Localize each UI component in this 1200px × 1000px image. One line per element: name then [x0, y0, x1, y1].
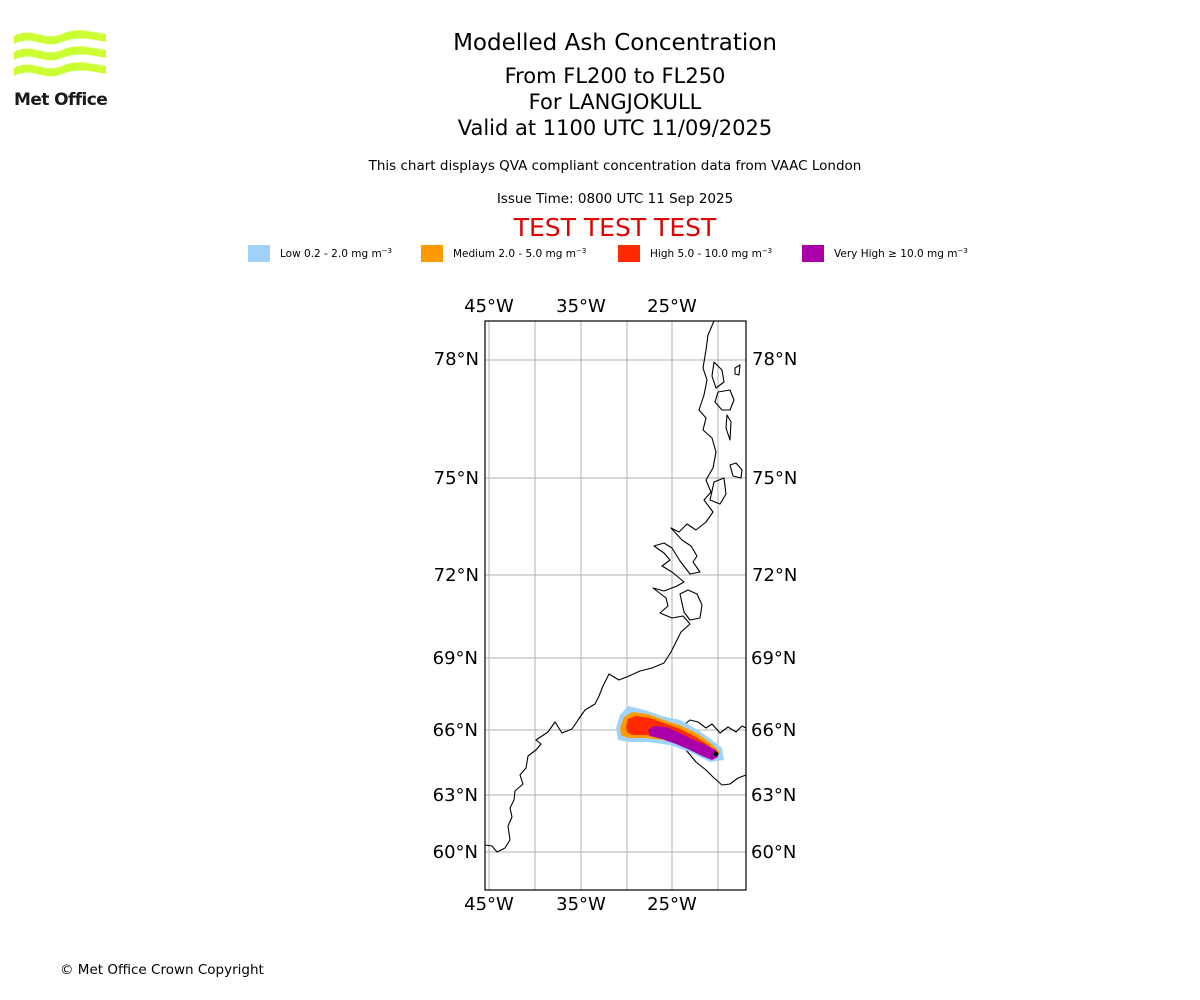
flight-level-subtitle: From FL200 to FL250 [504, 64, 726, 88]
map-gridlines [485, 321, 746, 890]
legend-exp-very-high: −3 [957, 247, 968, 255]
greenland-island-1 [734, 364, 741, 376]
valid-time-subtitle: Valid at 1100 UTC 11/09/2025 [457, 116, 773, 140]
lon-label-bottom-45w: 45°W [464, 894, 514, 915]
lat-label-right-78n: 78°N [752, 349, 797, 370]
lat-label-right-66n: 66°N [751, 720, 796, 741]
greenland-fjord-2 [714, 389, 735, 411]
legend-exp-high: −3 [761, 247, 773, 255]
map-axis-labels: 45°W 35°W 25°W 45°W 35°W 25°W 78°N 75°N … [433, 296, 798, 915]
qva-note: This chart displays QVA compliant concen… [368, 158, 862, 174]
legend-swatch-medium [421, 245, 443, 262]
copyright-notice: © Met Office Crown Copyright [60, 962, 264, 978]
met-office-logo-text: Met Office [14, 90, 108, 110]
greenland-fjord-3 [709, 477, 727, 505]
chart-title: Modelled Ash Concentration [453, 30, 777, 56]
map-frame [484, 320, 747, 891]
legend-exp-low: −3 [381, 247, 393, 255]
volcano-subtitle: For LANGJOKULL [528, 90, 702, 114]
issue-time: Issue Time: 0800 UTC 11 Sep 2025 [496, 191, 734, 207]
lat-label-left-69n: 69°N [433, 648, 478, 669]
lat-label-left-72n: 72°N [434, 565, 479, 586]
lat-label-right-63n: 63°N [751, 785, 796, 806]
lat-label-right-75n: 75°N [752, 468, 797, 489]
lat-label-right-60n: 60°N [751, 842, 796, 863]
lat-label-right-72n: 72°N [752, 565, 797, 586]
greenland-fjord-4 [679, 589, 703, 621]
ash-very-high-area [648, 726, 718, 760]
legend-swatch-very-high [802, 245, 824, 262]
test-banner: TEST TEST TEST [513, 213, 717, 242]
met-office-waves-icon [14, 30, 106, 77]
legend-label-very-high: Very High ≥ 10.0 mg m [834, 248, 958, 260]
lon-label-top-25w: 25°W [647, 296, 697, 317]
legend-label-low: Low 0.2 - 2.0 mg m [280, 248, 382, 260]
volcano-marker-icon [713, 751, 719, 757]
greenland-east-coast [485, 321, 717, 853]
lat-label-left-66n: 66°N [433, 720, 478, 741]
legend-label-high: High 5.0 - 10.0 mg m [650, 248, 762, 260]
legend-label-medium: Medium 2.0 - 5.0 mg m [453, 248, 576, 260]
legend-swatch-high [618, 245, 640, 262]
legend-swatch-low [248, 245, 270, 262]
lat-label-left-60n: 60°N [433, 842, 478, 863]
iceland-coast [677, 719, 746, 786]
coastlines [485, 321, 746, 853]
lon-label-top-35w: 35°W [556, 296, 606, 317]
lat-label-right-69n: 69°N [751, 648, 796, 669]
lon-label-bottom-25w: 25°W [647, 894, 697, 915]
lon-label-bottom-35w: 35°W [556, 894, 606, 915]
legend-exp-medium: −3 [575, 247, 587, 255]
lon-label-top-45w: 45°W [464, 296, 514, 317]
met-office-logo: Met Office [14, 28, 114, 112]
greenland-island-3 [729, 462, 743, 479]
greenland-fjord-1 [711, 361, 725, 389]
lat-label-left-75n: 75°N [434, 468, 479, 489]
lat-label-left-78n: 78°N [434, 349, 479, 370]
lat-label-left-63n: 63°N [433, 785, 478, 806]
ash-concentration-plume [616, 706, 724, 762]
greenland-island-2 [725, 414, 732, 441]
